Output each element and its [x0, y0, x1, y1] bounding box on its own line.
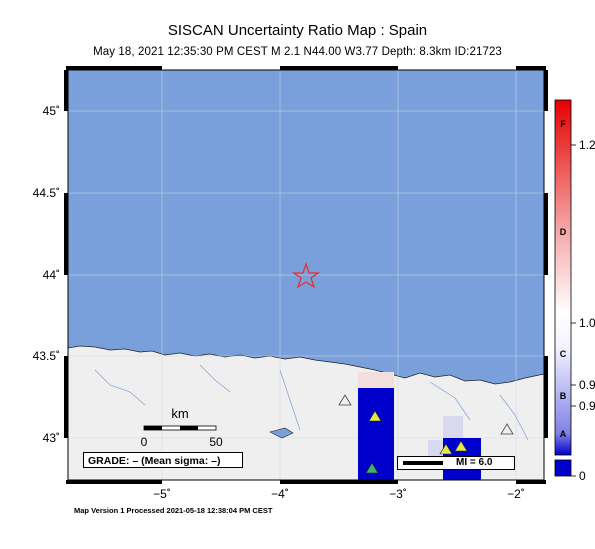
colorbar [554, 99, 572, 456]
grade-label-box: GRADE: – (Mean sigma: –) [83, 452, 243, 468]
station-triangle [365, 462, 379, 474]
scale-bar [143, 425, 217, 431]
colorbar-value: 1.0 [579, 316, 595, 330]
coastline-land [67, 345, 545, 481]
lat-label: 44˚ [43, 268, 60, 282]
colorbar-ticks [571, 144, 576, 477]
scale-unit: km [171, 406, 188, 421]
grade-letter: F [560, 119, 566, 129]
processing-footer: Map Version 1 Processed 2021-05-18 12:38… [74, 506, 273, 515]
mi-legend: MI = 6.0 [397, 456, 515, 470]
lon-label: −5˚ [153, 487, 171, 501]
colorbar-value: 0.9 [579, 378, 595, 392]
lat-label: 43.5˚ [33, 349, 60, 363]
grade-label: GRADE: – (Mean sigma: –) [88, 455, 221, 467]
frame-ticks [64, 66, 548, 484]
grade-letter: A [560, 429, 567, 439]
station-triangle [338, 394, 352, 406]
station-triangle [368, 410, 382, 422]
station-markers [338, 394, 514, 474]
colorbar-value: 1.2 [579, 138, 595, 152]
grade-letter: D [560, 227, 567, 237]
station-triangle [439, 443, 453, 455]
lake [269, 427, 294, 439]
graticule [68, 70, 544, 480]
event-info: May 18, 2021 12:35:30 PM CEST M 2.1 N44.… [93, 46, 502, 58]
colorbar-value: 0.9 [579, 399, 595, 413]
rivers [94, 364, 529, 441]
station-triangle [454, 440, 468, 452]
lat-label: 45˚ [43, 104, 60, 118]
grade-letter: C [560, 349, 567, 359]
map-title: SISCAN Uncertainty Ratio Map : Spain [167, 22, 428, 39]
colorbar-zero-swatch [554, 459, 572, 477]
scale-start: 0 [141, 435, 148, 449]
uncertainty-grid [358, 372, 481, 480]
lon-label: −2˚ [507, 487, 525, 501]
grade-letter: B [560, 391, 567, 401]
station-triangle [500, 423, 514, 435]
scale-end: 50 [209, 435, 223, 449]
mi-legend-bar [403, 461, 443, 465]
lon-label: −3˚ [389, 487, 407, 501]
lat-label: 43˚ [43, 431, 60, 445]
mi-legend-label: MI = 6.0 [456, 457, 493, 468]
epicenter-star [291, 261, 321, 289]
lon-label: −4˚ [271, 487, 289, 501]
lat-label: 44.5˚ [33, 186, 60, 200]
colorbar-value: 0 [579, 469, 586, 483]
